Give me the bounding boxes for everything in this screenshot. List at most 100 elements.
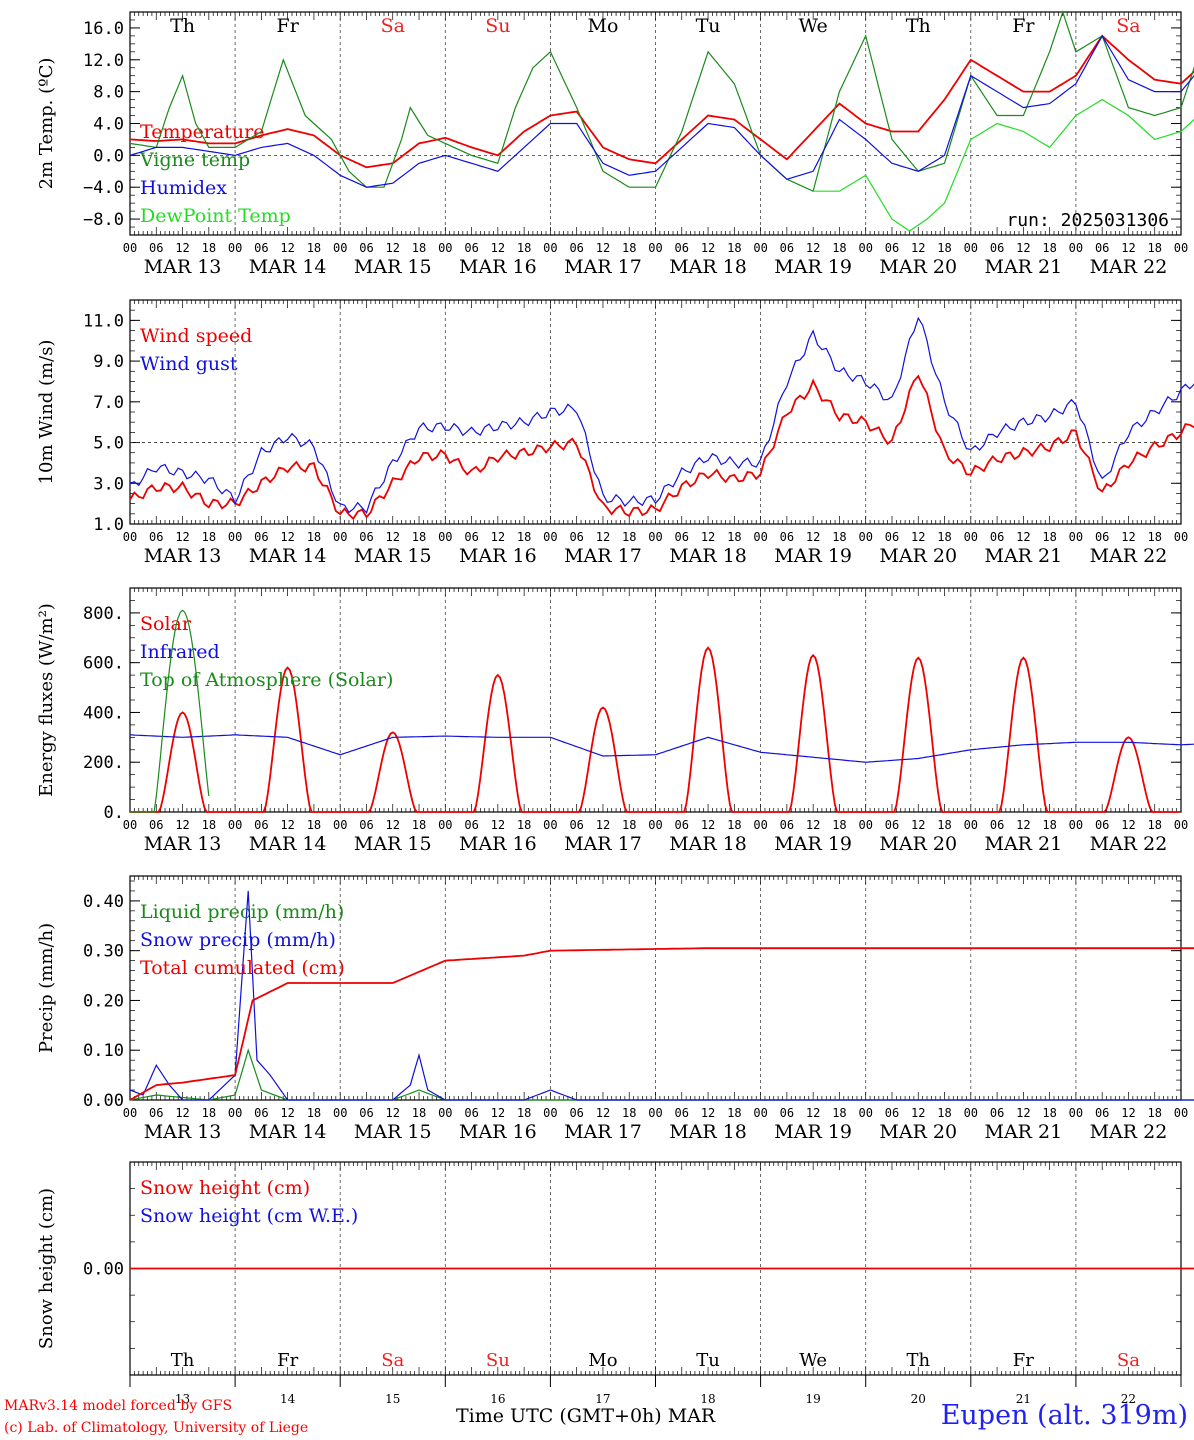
temp-plot-frame — [129, 11, 1182, 236]
snow-day-number-label: 21 — [1016, 1392, 1031, 1406]
wind-hour-tick-label: 00 — [123, 530, 137, 544]
temp-hour-tick-label: 00 — [333, 241, 347, 255]
precip-hour-tick-label: 06 — [885, 1106, 899, 1120]
temp-hour-tick-label: 00 — [123, 241, 137, 255]
wind-hour-tick-label: 00 — [648, 530, 662, 544]
wind-date-label: MAR 14 — [249, 545, 327, 567]
precip-hour-tick-label: 06 — [990, 1106, 1004, 1120]
temp-date-label: MAR 14 — [249, 256, 327, 278]
precip-hour-tick-label: 18 — [727, 1106, 741, 1120]
wind-legend-entry: Wind speed — [140, 325, 252, 347]
flux-hour-tick-label: 12 — [491, 818, 505, 832]
temp-y-tick-label: 4.0 — [93, 115, 124, 135]
temp-legend-entry: Temperature — [140, 121, 264, 143]
temp-y-tick-label: 8.0 — [93, 83, 124, 103]
precip-hour-tick-label: 06 — [1095, 1106, 1109, 1120]
snow-day-number-label: 17 — [595, 1392, 610, 1406]
flux-hour-tick-label: 00 — [964, 818, 978, 832]
wind-date-label: MAR 22 — [1090, 545, 1168, 567]
temp-hour-tick-label: 18 — [622, 241, 636, 255]
wind-hour-tick-label: 18 — [1147, 530, 1161, 544]
flux-hour-tick-label: 00 — [228, 818, 242, 832]
flux-y-tick-label: 800. — [83, 604, 124, 624]
precip-date-label: MAR 16 — [459, 1121, 537, 1143]
temp-hour-tick-label: 18 — [307, 241, 321, 255]
precip-hour-tick-label: 06 — [359, 1106, 373, 1120]
flux-hour-tick-label: 12 — [596, 818, 610, 832]
wind-hour-tick-label: 06 — [464, 530, 478, 544]
wind-hour-tick-label: 06 — [254, 530, 268, 544]
temp-hour-tick-label: 00 — [964, 241, 978, 255]
flux-hour-tick-label: 18 — [1147, 818, 1161, 832]
snow-day-abbr-label: Fr — [1013, 1350, 1034, 1371]
snow-day-number-label: 18 — [700, 1392, 715, 1406]
precip-hour-tick-label: 00 — [123, 1106, 137, 1120]
precip-date-label: MAR 17 — [564, 1121, 642, 1143]
temp-hour-tick-label: 00 — [543, 241, 557, 255]
precip-y-tick-label: 0.10 — [83, 1041, 124, 1061]
precip-hour-tick-label: 18 — [412, 1106, 426, 1120]
wind-hour-tick-label: 18 — [307, 530, 321, 544]
temp-hour-tick-label: 18 — [202, 241, 216, 255]
temp-hour-tick-label: 00 — [1174, 241, 1188, 255]
temp-hour-tick-label: 18 — [832, 241, 846, 255]
wind-hour-tick-label: 12 — [701, 530, 715, 544]
flux-series-infrared — [129, 734, 1194, 763]
temp-day-abbr-label: Th — [170, 15, 195, 37]
wind-hour-tick-label: 00 — [1174, 530, 1188, 544]
precip-hour-tick-label: 12 — [175, 1106, 189, 1120]
credit-model: MARv3.14 model forced by GFS — [4, 1398, 233, 1414]
flux-date-label: MAR 17 — [564, 833, 642, 855]
precip-series-liquid-precip-mm-h — [129, 1048, 1194, 1101]
flux-hour-tick-label: 06 — [569, 818, 583, 832]
wind-hour-tick-label: 00 — [333, 530, 347, 544]
precip-y-axis-title: Precip (mm/h) — [36, 923, 57, 1053]
flux-legend-entry: Top of Atmosphere (Solar) — [140, 669, 393, 691]
snow-day-abbr-label: Fr — [277, 1350, 298, 1371]
wind-hour-tick-label: 18 — [412, 530, 426, 544]
temp-day-abbr-label: Su — [485, 15, 510, 37]
precip-hour-tick-label: 12 — [806, 1106, 820, 1120]
wind-hour-tick-label: 12 — [1016, 530, 1030, 544]
temp-hour-tick-label: 12 — [175, 241, 189, 255]
precip-series-snow-precip-mm-h — [129, 890, 1194, 1101]
wind-hour-tick-label: 06 — [569, 530, 583, 544]
precip-hour-tick-label: 18 — [832, 1106, 846, 1120]
flux-hour-tick-label: 12 — [1121, 818, 1135, 832]
temp-date-label: MAR 15 — [354, 256, 432, 278]
temp-y-axis-title: 2m Temp. (ºC) — [36, 58, 57, 190]
wind-hour-tick-label: 06 — [780, 530, 794, 544]
flux-date-label: MAR 21 — [984, 833, 1062, 855]
precip-hour-tick-label: 00 — [543, 1106, 557, 1120]
precip-date-label: MAR 21 — [984, 1121, 1062, 1143]
temp-date-label: MAR 22 — [1090, 256, 1168, 278]
wind-hour-tick-label: 12 — [596, 530, 610, 544]
temp-day-abbr-label: Tu — [696, 15, 721, 37]
precip-hour-tick-label: 18 — [517, 1106, 531, 1120]
flux-hour-tick-label: 18 — [727, 818, 741, 832]
precip-hour-tick-label: 00 — [1174, 1106, 1188, 1120]
x-axis-title: Time UTC (GMT+0h) MAR — [456, 1405, 716, 1427]
temp-date-label: MAR 21 — [984, 256, 1062, 278]
wind-hour-tick-label: 12 — [491, 530, 505, 544]
temp-hour-tick-label: 00 — [753, 241, 767, 255]
wind-hour-tick-label: 12 — [175, 530, 189, 544]
temp-hour-tick-label: 12 — [701, 241, 715, 255]
flux-hour-tick-label: 00 — [438, 818, 452, 832]
wind-legend-entry: Wind gust — [140, 353, 238, 375]
flux-date-label: MAR 19 — [774, 833, 852, 855]
temp-hour-tick-label: 06 — [359, 241, 373, 255]
wind-hour-tick-label: 12 — [806, 530, 820, 544]
precip-hour-tick-label: 12 — [491, 1106, 505, 1120]
wind-y-tick-label: 3.0 — [93, 474, 124, 494]
snow-legend-entry: Snow height (cm W.E.) — [140, 1205, 358, 1227]
snow-day-number-label: 22 — [1121, 1392, 1136, 1406]
precip-hour-tick-label: 06 — [149, 1106, 163, 1120]
temp-day-abbr-label: Sa — [381, 15, 405, 37]
flux-series-solar — [130, 646, 1179, 813]
temp-hour-tick-label: 06 — [885, 241, 899, 255]
snow-y-tick-label: 0.00 — [83, 1260, 124, 1280]
precip-hour-tick-label: 12 — [596, 1106, 610, 1120]
precip-series-total-cumulated-cm — [129, 947, 1194, 1101]
